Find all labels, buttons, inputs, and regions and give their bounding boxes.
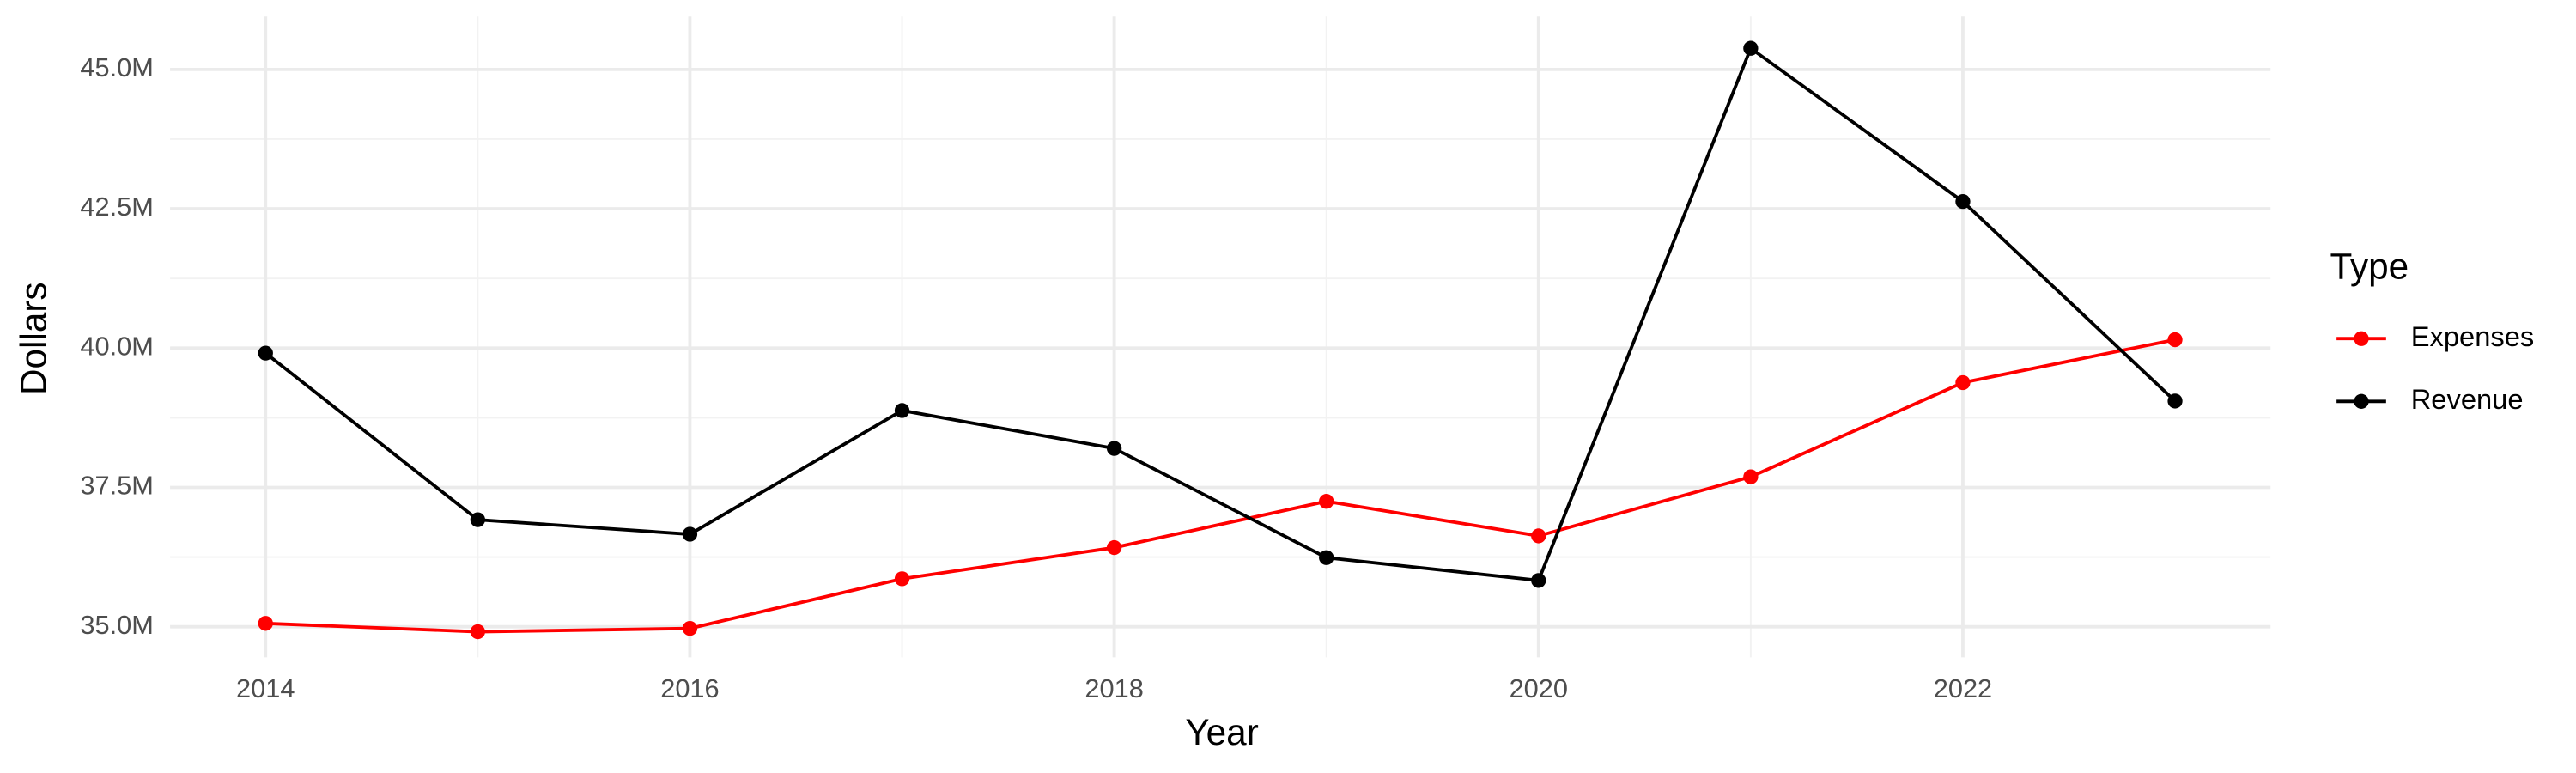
x-tick-label: 2022 xyxy=(1934,673,1992,703)
data-point xyxy=(258,345,273,361)
legend-key-point xyxy=(2354,393,2369,409)
y-tick-label: 40.0M xyxy=(80,331,153,361)
data-point xyxy=(1106,539,1122,556)
data-point xyxy=(258,616,273,631)
data-point xyxy=(894,403,910,418)
series-line xyxy=(264,46,2177,582)
data-point xyxy=(682,620,698,636)
x-axis-title: Year xyxy=(1185,712,1258,752)
y-axis-title: Dollars xyxy=(13,282,53,395)
data-point xyxy=(1955,193,1971,210)
data-point xyxy=(470,512,486,527)
data-point xyxy=(2167,332,2183,348)
data-point xyxy=(1955,374,1971,391)
y-tick-label: 42.5M xyxy=(80,192,153,222)
y-tick-label: 37.5M xyxy=(80,471,153,501)
legend-label: Revenue xyxy=(2411,383,2524,415)
data-point xyxy=(1531,573,1546,588)
data-point xyxy=(1319,550,1334,565)
data-point xyxy=(1743,40,1759,56)
y-tick-label: 35.0M xyxy=(80,610,153,640)
data-point xyxy=(2167,393,2183,409)
data-point xyxy=(1106,441,1122,456)
x-tick-label: 2018 xyxy=(1084,673,1143,703)
legend-key-point xyxy=(2354,331,2369,346)
data-point xyxy=(682,526,698,542)
grid xyxy=(170,16,2271,658)
y-tick-label: 45.0M xyxy=(80,52,153,82)
legend-title: Type xyxy=(2330,247,2409,287)
series-line xyxy=(265,338,2176,634)
x-tick-label: 2014 xyxy=(236,673,295,703)
data-point xyxy=(1319,494,1334,509)
x-tick-label: 2020 xyxy=(1510,673,1568,703)
legend-label: Expenses xyxy=(2411,320,2535,352)
data-point xyxy=(1531,528,1546,544)
data-point xyxy=(894,571,910,587)
x-tick-label: 2016 xyxy=(660,673,719,703)
data-point xyxy=(470,624,486,640)
data-point xyxy=(1743,469,1759,484)
